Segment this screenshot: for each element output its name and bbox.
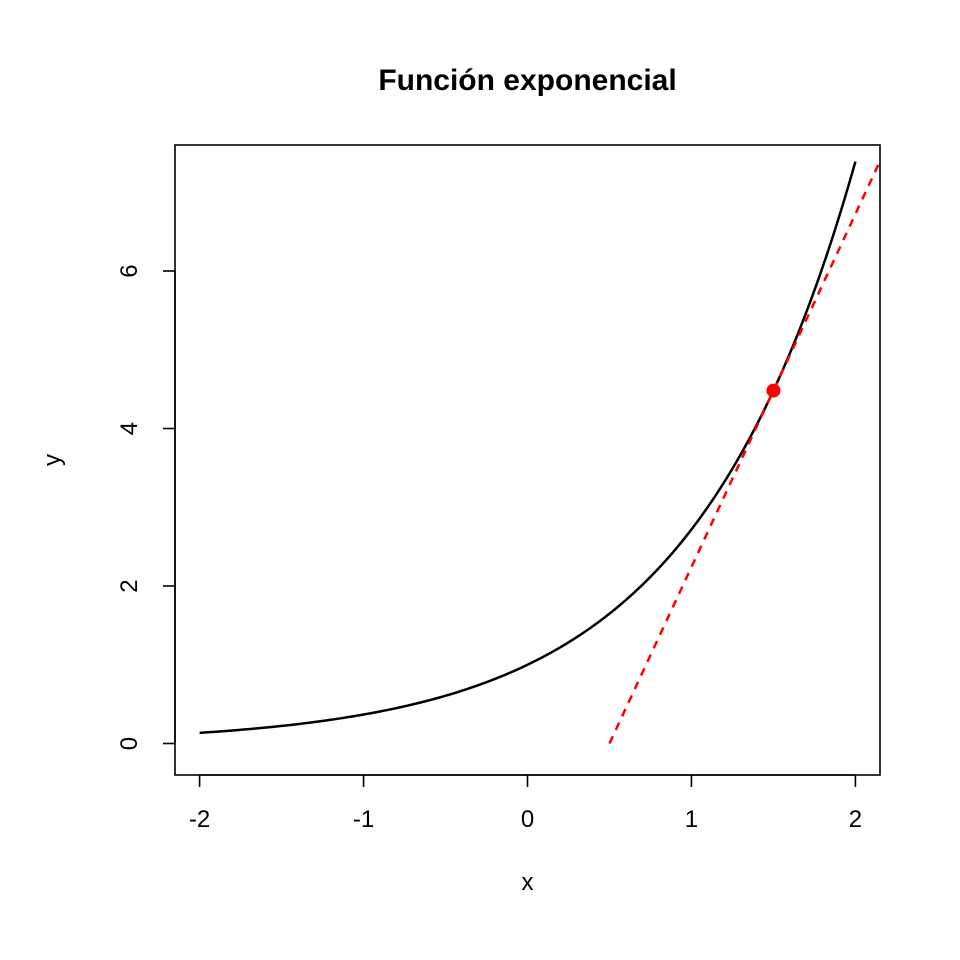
x-axis-label: x (522, 869, 534, 896)
ytick-label: 0 (116, 737, 143, 750)
xtick-label: 1 (685, 806, 698, 833)
exponential-chart: Función exponencial -2 -1 0 1 2 0 2 4 6 x y (0, 0, 960, 960)
tangent-point (766, 384, 780, 398)
ytick-label: 2 (116, 579, 143, 592)
ytick-label: 6 (116, 264, 143, 277)
xtick-label: 2 (849, 806, 862, 833)
chart-title: Función exponencial (378, 64, 676, 97)
xtick-label: -1 (353, 806, 374, 833)
xtick-label: -2 (189, 806, 210, 833)
chart-bg (0, 0, 960, 960)
y-axis-label: y (39, 454, 66, 466)
xtick-label: 0 (521, 806, 534, 833)
ytick-label: 4 (116, 422, 143, 435)
